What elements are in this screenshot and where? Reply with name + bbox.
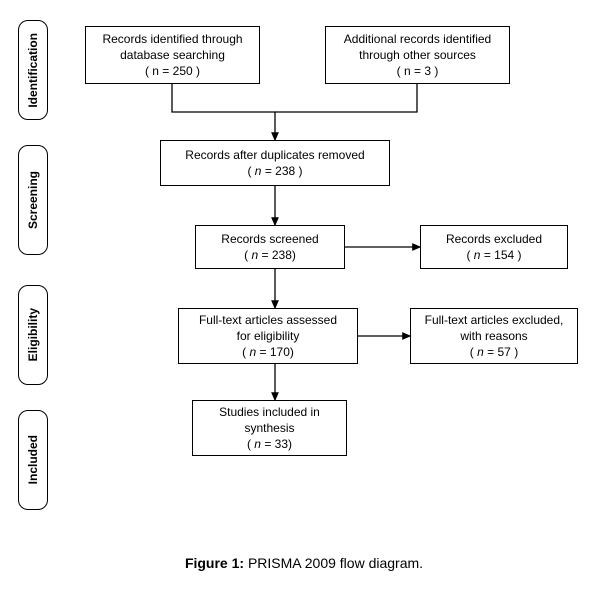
node-text: Records identified through — [102, 31, 242, 47]
node-text: Records screened — [221, 231, 318, 247]
node-count: ( n = 3 ) — [397, 63, 439, 79]
figure-caption: Figure 1: PRISMA 2009 flow diagram. — [0, 555, 608, 571]
node-text: Studies included in — [219, 404, 320, 420]
node-count: ( n = 170) — [242, 344, 294, 360]
node-text: Records excluded — [446, 231, 542, 247]
node-text: with reasons — [460, 328, 527, 344]
node-count: ( n = 238 ) — [247, 163, 302, 179]
caption-text: PRISMA 2009 flow diagram. — [244, 555, 423, 571]
node-text: Full-text articles excluded, — [425, 312, 564, 328]
node-count: ( n = 57 ) — [470, 344, 518, 360]
prisma-flow-diagram: Identification Screening Eligibility Inc… — [0, 0, 608, 600]
node-included-synthesis: Studies included in synthesis ( n = 33) — [192, 400, 347, 456]
node-text: synthesis — [244, 420, 294, 436]
node-count: ( n = 154 ) — [466, 247, 521, 263]
node-text: Records after duplicates removed — [185, 147, 364, 163]
node-count: ( n = 238) — [244, 247, 296, 263]
stage-screening: Screening — [18, 145, 48, 255]
stage-included: Included — [18, 410, 48, 510]
node-excluded-screening: Records excluded ( n = 154 ) — [420, 225, 568, 269]
stage-identification-label: Identification — [26, 33, 40, 108]
node-fulltext-assessed: Full-text articles assessed for eligibil… — [178, 308, 358, 364]
node-text: database searching — [120, 47, 225, 63]
stage-identification: Identification — [18, 20, 48, 120]
node-text: Additional records identified — [344, 31, 491, 47]
node-text: Full-text articles assessed — [199, 312, 337, 328]
node-count: ( n = 33) — [247, 436, 292, 452]
stage-included-label: Included — [26, 435, 40, 484]
flow-arrows — [0, 0, 608, 600]
node-other-sources: Additional records identified through ot… — [325, 26, 510, 84]
node-fulltext-excluded: Full-text articles excluded, with reason… — [410, 308, 578, 364]
node-db-search: Records identified through database sear… — [85, 26, 260, 84]
node-text: for eligibility — [237, 328, 300, 344]
node-count: ( n = 250 ) — [145, 63, 200, 79]
caption-prefix: Figure 1: — [185, 555, 244, 571]
node-text: through other sources — [359, 47, 476, 63]
stage-eligibility-label: Eligibility — [26, 308, 40, 361]
node-after-duplicates: Records after duplicates removed ( n = 2… — [160, 140, 390, 186]
stage-screening-label: Screening — [26, 171, 40, 229]
node-screened: Records screened ( n = 238) — [195, 225, 345, 269]
stage-eligibility: Eligibility — [18, 285, 48, 385]
